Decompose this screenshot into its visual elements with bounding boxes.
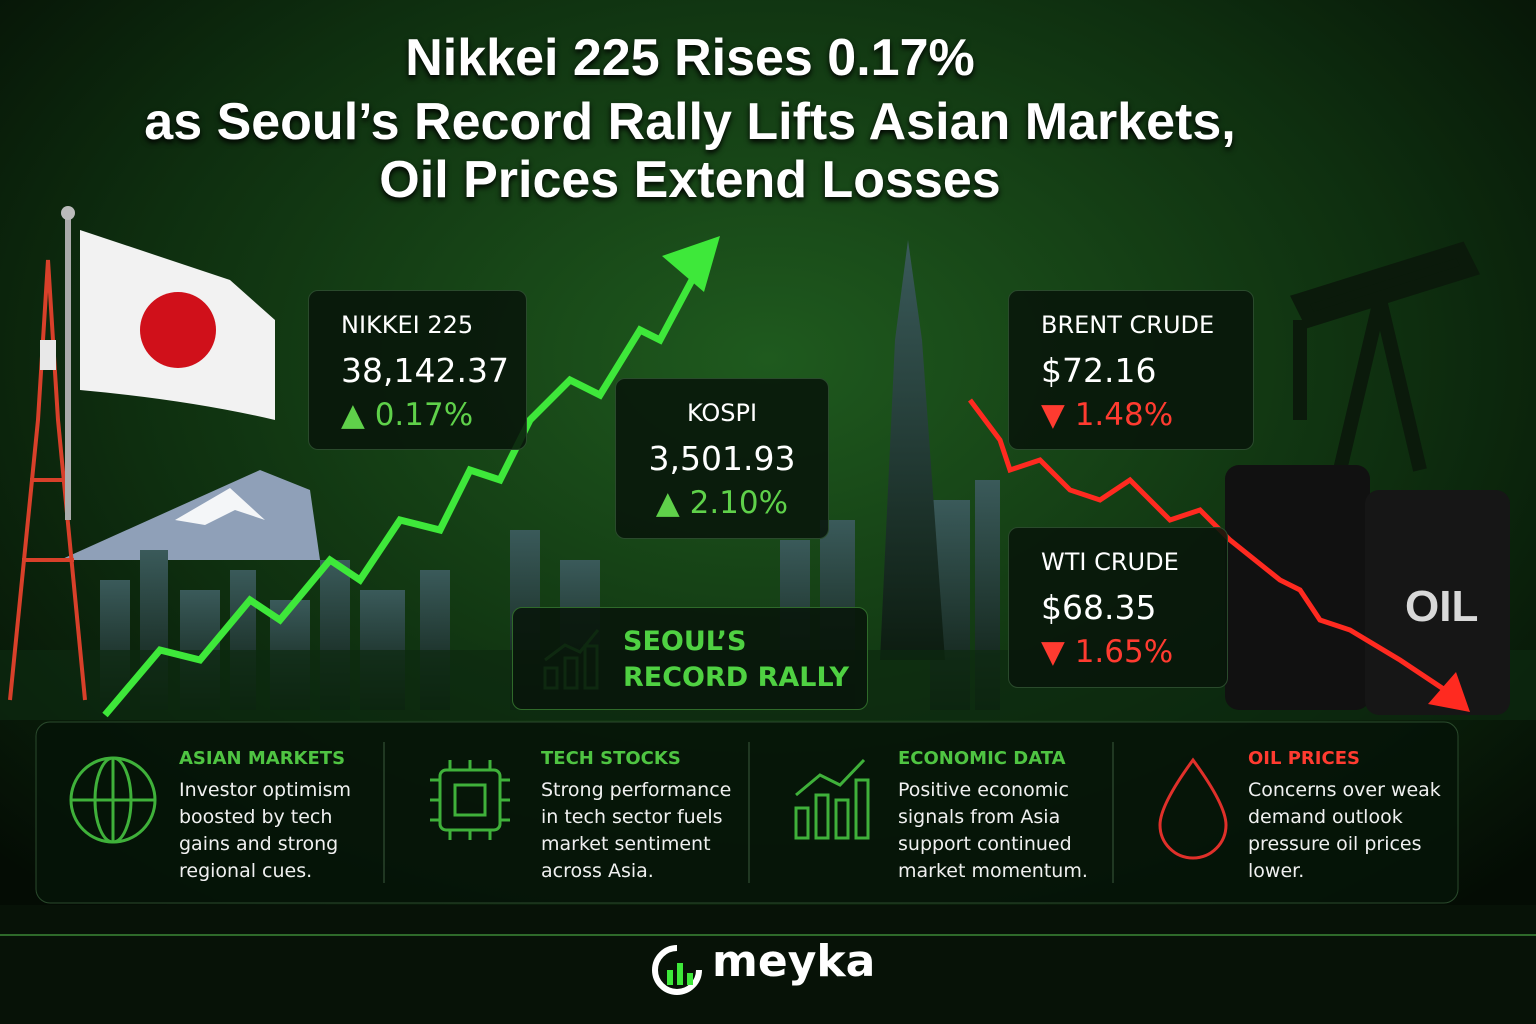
oil-card: BRENT CRUDE $72.16 ▼ 1.48% [1008, 290, 1254, 450]
panel-text: Positive economic signals from Asia supp… [898, 779, 1088, 882]
card-value: $72.16 [1041, 351, 1157, 390]
badge-line: SEOUL’S [623, 626, 747, 657]
down-arrow: ▼ [1041, 397, 1075, 433]
card-change: ▲ 0.17% [341, 397, 473, 433]
panel-title: ASIAN MARKETS [179, 748, 346, 769]
oil-card: WTI CRUDE $68.35 ▼ 1.65% [1008, 527, 1228, 688]
card-change: ▼ 1.65% [1041, 634, 1173, 670]
change-value: 1.65% [1074, 634, 1174, 670]
panel-title: TECH STOCKS [541, 748, 681, 769]
change-value: 2.10% [689, 485, 789, 521]
title-line: Nikkei 225 Rises 0.17% [405, 29, 975, 87]
change-value: 0.17% [374, 397, 474, 433]
index-card: KOSPI 3,501.93 ▲ 2.10% [615, 378, 829, 539]
panel-text: Investor optimism boosted by tech gains … [179, 779, 352, 882]
card-value: 38,142.37 [341, 351, 509, 390]
title-line: as Seoul’s Record Rally Lifts Asian Mark… [144, 93, 1236, 151]
card-change: ▲ 2.10% [616, 485, 828, 521]
rally-badge: SEOUL’S RECORD RALLY [512, 607, 868, 710]
title-line: Oil Prices Extend Losses [379, 151, 1001, 209]
card-value: 3,501.93 [648, 439, 796, 478]
card-label: NIKKEI 225 [341, 311, 474, 339]
index-card: NIKKEI 225 38,142.37 ▲ 0.17% [308, 290, 527, 450]
panel-title: ECONOMIC DATA [898, 748, 1066, 769]
panel-text: Strong performance in tech sector fuels … [541, 779, 732, 882]
card-label: KOSPI [686, 399, 758, 427]
up-arrow: ▲ [341, 397, 375, 433]
card-value: $68.35 [1041, 588, 1157, 627]
panel-text: Concerns over weak demand outlook pressu… [1248, 779, 1441, 882]
brand-logo: meyka [712, 936, 876, 987]
card-label: WTI CRUDE [1041, 548, 1179, 576]
card-change: ▼ 1.48% [1041, 397, 1173, 433]
card-label: BRENT CRUDE [1041, 311, 1215, 339]
down-arrow: ▼ [1041, 634, 1075, 670]
up-arrow: ▲ [655, 485, 690, 521]
barrel-label: OIL [1405, 582, 1479, 631]
panel-title: OIL PRICES [1248, 748, 1360, 769]
badge-line: RECORD RALLY [623, 662, 850, 693]
change-value: 1.48% [1074, 397, 1174, 433]
